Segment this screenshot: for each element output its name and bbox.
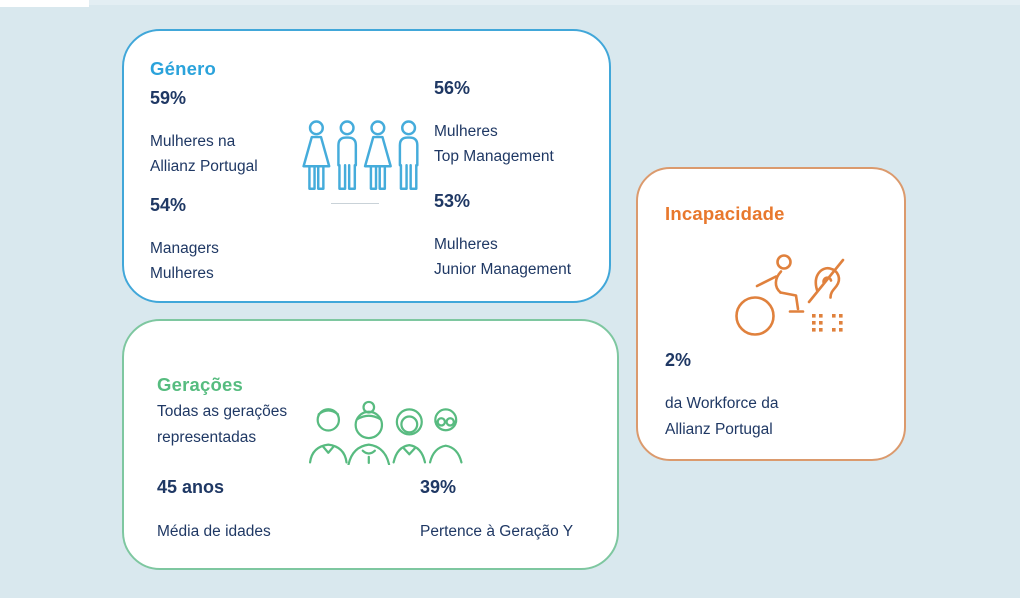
- stat-label-line: Mulheres: [150, 265, 214, 282]
- stat-value-media-idades: 45 anos: [157, 477, 225, 497]
- top-left-white-strip: [0, 0, 89, 7]
- generations-busts-icon: [304, 399, 466, 465]
- stat-label-managers-mulheres: Managers Mulheres: [150, 236, 219, 286]
- stat-label-line: Allianz Portugal: [150, 158, 258, 175]
- genero-card: Género 59% Mulheres na Allianz Portugal …: [122, 29, 611, 303]
- stat-label-line: Junior Management: [434, 261, 571, 278]
- stat-value-mulheres-junior-management: 53%: [434, 191, 471, 211]
- stat-label-geracao-y: Pertence à Geração Y: [420, 523, 574, 540]
- incapacidade-card: Incapacidade: [636, 167, 906, 461]
- stat-label-line: Managers: [150, 240, 219, 257]
- icon-ground-line: [331, 203, 379, 204]
- geracoes-card-title: Gerações: [157, 374, 243, 396]
- stat-label-mulheres-top-management: Mulheres Top Management: [434, 119, 554, 169]
- stat-label-line: Mulheres: [434, 123, 498, 140]
- stat-label-media-idades: Média de idades: [157, 523, 271, 540]
- stat-label-line: Top Management: [434, 148, 554, 165]
- stat-value-workforce: 2%: [665, 350, 692, 370]
- women-men-figures-icon: [300, 119, 425, 193]
- stat-label-line: da Workforce da: [665, 395, 779, 412]
- stat-label-workforce: da Workforce da Allianz Portugal: [665, 391, 778, 443]
- generations-intro-text: Todas as gerações representadas: [157, 399, 287, 451]
- stat-label-line: Mulheres na: [150, 133, 236, 150]
- wheelchair-deaf-braille-icon: [732, 251, 852, 341]
- intro-line: Todas as gerações: [157, 403, 288, 420]
- stat-value-mulheres-allianz: 59%: [150, 88, 187, 108]
- stat-label-mulheres-junior-management: Mulheres Junior Management: [434, 232, 571, 282]
- top-hairline: [89, 0, 1020, 5]
- genero-card-title: Género: [150, 58, 216, 80]
- stat-label-mulheres-allianz: Mulheres na Allianz Portugal: [150, 129, 258, 179]
- stat-label-line: Allianz Portugal: [665, 421, 773, 438]
- incapacidade-card-title: Incapacidade: [665, 203, 785, 225]
- stat-label-line: Mulheres: [434, 236, 498, 253]
- stat-value-mulheres-top-management: 56%: [434, 78, 471, 98]
- stat-value-geracao-y: 39%: [420, 477, 457, 497]
- geracoes-card: Gerações Todas as gerações representadas: [122, 319, 619, 570]
- intro-line: representadas: [157, 429, 257, 446]
- stat-value-managers-mulheres: 54%: [150, 195, 187, 215]
